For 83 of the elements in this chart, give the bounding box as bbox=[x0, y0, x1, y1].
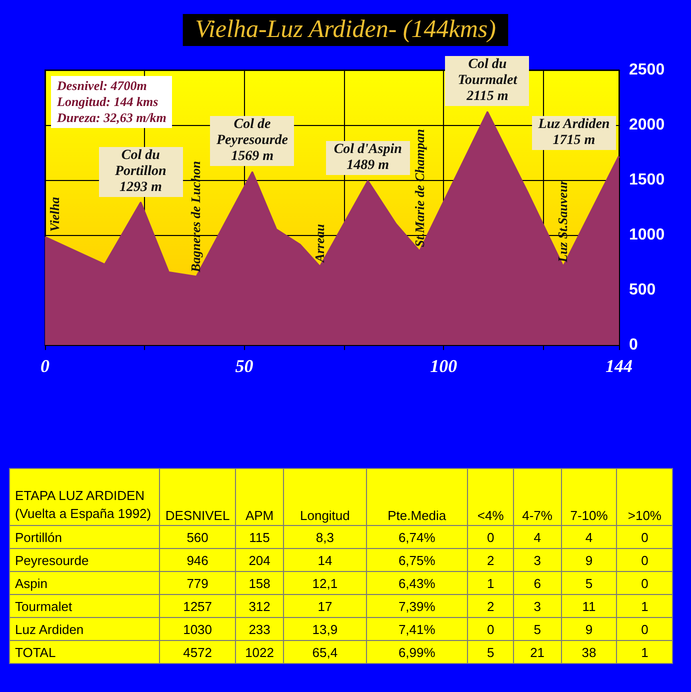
annotation: Luz Ardiden 1715 m bbox=[532, 116, 616, 150]
text: 1030 bbox=[183, 622, 212, 636]
text: 0 bbox=[486, 622, 494, 636]
text: 6,99% bbox=[398, 644, 436, 660]
text: 1257 bbox=[183, 598, 212, 614]
text: 21 bbox=[530, 644, 545, 660]
category-label: Tourmalet bbox=[15, 598, 72, 614]
text: 13,9 bbox=[312, 622, 338, 636]
text: 14 bbox=[318, 552, 332, 568]
x-tick-label: 0 bbox=[40, 356, 50, 376]
category-label: 7-10% bbox=[561, 468, 617, 526]
annotation: Col du Portillon 1293 m bbox=[98, 146, 183, 197]
annotation: Dureza: 32,63 m/km bbox=[57, 110, 166, 126]
category-label: Pte.Media bbox=[366, 468, 468, 526]
text: 1022 bbox=[245, 644, 274, 660]
text: 9 bbox=[585, 622, 593, 636]
x-tick-label: 144 bbox=[606, 356, 632, 376]
text: 946 bbox=[186, 552, 208, 568]
text: 3 bbox=[534, 598, 541, 614]
annotation: Col d'Aspin 1489 m bbox=[326, 141, 410, 176]
text: 8,3 bbox=[316, 530, 334, 544]
category-label: DESNIVEL bbox=[160, 468, 236, 526]
text: 204 bbox=[248, 552, 270, 568]
y-tick-label: 0 bbox=[629, 336, 638, 354]
category-label: Aspin bbox=[15, 576, 48, 590]
chart-title: Vielha-Luz Ardiden- (144kms) bbox=[195, 16, 496, 43]
annotation: Desnivel: 4700m bbox=[57, 78, 148, 94]
text: 158 bbox=[248, 576, 270, 590]
y-tick-label: 2000 bbox=[629, 116, 665, 134]
category-label: Luz Ardiden bbox=[15, 622, 84, 636]
annotation: Luz St.Sauveur bbox=[555, 180, 570, 262]
category-label: Peyresourde bbox=[15, 552, 89, 568]
text: 115 bbox=[249, 530, 270, 544]
annotation: Col du Tourmalet 2115 m bbox=[445, 56, 530, 106]
text: 12,1 bbox=[312, 576, 338, 590]
text: 1 bbox=[641, 598, 648, 614]
text: 0 bbox=[486, 530, 494, 544]
text: 6 bbox=[534, 576, 541, 590]
category-label: >10% bbox=[616, 468, 672, 526]
x-tick-label: 100 bbox=[430, 356, 458, 376]
text: 3 bbox=[534, 552, 541, 568]
category-label: Portillón bbox=[15, 530, 62, 544]
text: 560 bbox=[186, 530, 208, 544]
text: 38 bbox=[582, 644, 596, 660]
text: 65,4 bbox=[312, 644, 338, 660]
y-tick-label: 1000 bbox=[629, 226, 665, 244]
text: 6,75% bbox=[398, 552, 436, 568]
text: 6,43% bbox=[398, 576, 436, 590]
text: 2 bbox=[486, 598, 494, 614]
y-tick-label: 1500 bbox=[629, 172, 665, 188]
category-label: APM bbox=[235, 468, 284, 526]
category-label: 4-7% bbox=[513, 468, 562, 526]
text: ETAPA LUZ ARDIDEN (Vuelta a España 1992) bbox=[10, 468, 160, 526]
category-label: Longitud bbox=[284, 468, 366, 526]
text: 2 bbox=[486, 552, 494, 568]
text: 4572 bbox=[183, 644, 212, 660]
text: 779 bbox=[186, 576, 208, 590]
text: 312 bbox=[248, 598, 270, 614]
text: 233 bbox=[248, 622, 270, 636]
text: 11 bbox=[582, 598, 596, 614]
y-tick-label: 500 bbox=[629, 282, 656, 298]
annotation: Vielha bbox=[47, 197, 62, 232]
text: 1 bbox=[641, 644, 648, 660]
category-label: TOTAL bbox=[15, 644, 56, 660]
text: 4 bbox=[585, 530, 593, 544]
text: 5 bbox=[534, 622, 541, 636]
text: 6,74% bbox=[398, 530, 436, 544]
annotation: Longitud: 144 kms bbox=[57, 94, 160, 110]
text: 5 bbox=[585, 576, 593, 590]
y-tick-label: 2500 bbox=[629, 62, 665, 78]
annotation: Bagneres de Luchon bbox=[188, 160, 204, 272]
annotation: St.Marie de Champan bbox=[412, 128, 427, 247]
text: 7,39% bbox=[398, 598, 436, 614]
text: 1 bbox=[486, 576, 494, 590]
x-tick-label: 50 bbox=[235, 356, 254, 376]
annotation: Arreau bbox=[312, 224, 328, 262]
text: 4 bbox=[534, 530, 541, 544]
category-label: <4% bbox=[468, 468, 514, 526]
text: 9 bbox=[585, 552, 593, 568]
annotation: Col de Peyresourde 1569 m bbox=[210, 116, 294, 166]
text: 7,41% bbox=[398, 622, 436, 636]
text: 17 bbox=[318, 598, 332, 614]
text: 5 bbox=[486, 644, 494, 660]
